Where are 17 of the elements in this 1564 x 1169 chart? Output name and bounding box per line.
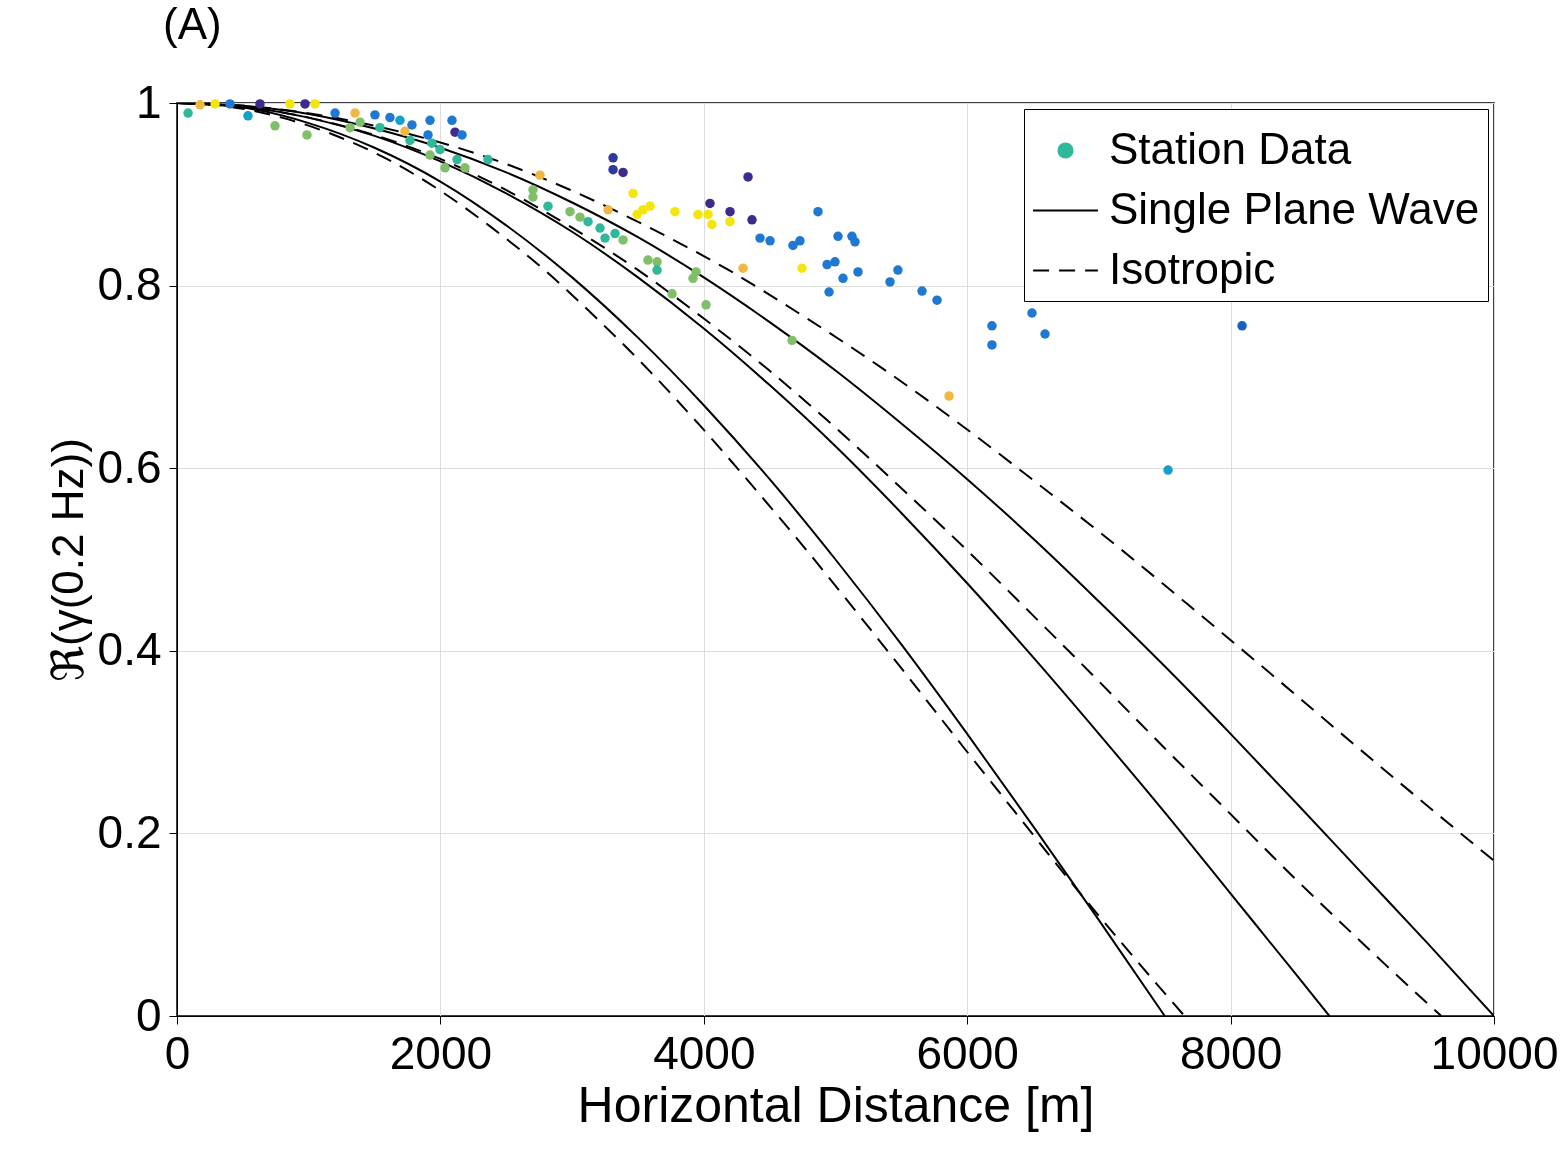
y-axis-title: ℜ(γ(0.2 Hz))	[42, 438, 92, 682]
y-tick-label: 1	[135, 75, 162, 128]
y-tick-label: 0.8	[97, 258, 162, 311]
legend-label: Single Plane Wave	[1109, 183, 1480, 233]
y-tick-label: 0.2	[97, 805, 162, 858]
x-tick-label: 4000	[653, 1026, 756, 1079]
y-tick-label: 0.4	[97, 623, 162, 676]
x-tick-label: 10000	[1430, 1026, 1559, 1079]
chart-title: (A)	[163, 0, 222, 48]
x-tick-label: 2000	[389, 1026, 493, 1079]
y-tick-label: 0.6	[97, 440, 162, 493]
y-tick-label: 0	[135, 988, 162, 1041]
legend-label: Station Data	[1109, 123, 1352, 173]
x-axis-title: Horizontal Distance [m]	[577, 1076, 1095, 1133]
x-tick-label: 8000	[1179, 1026, 1283, 1079]
x-tick-label: 6000	[916, 1026, 1019, 1079]
legend-label: Isotropic	[1109, 243, 1276, 293]
